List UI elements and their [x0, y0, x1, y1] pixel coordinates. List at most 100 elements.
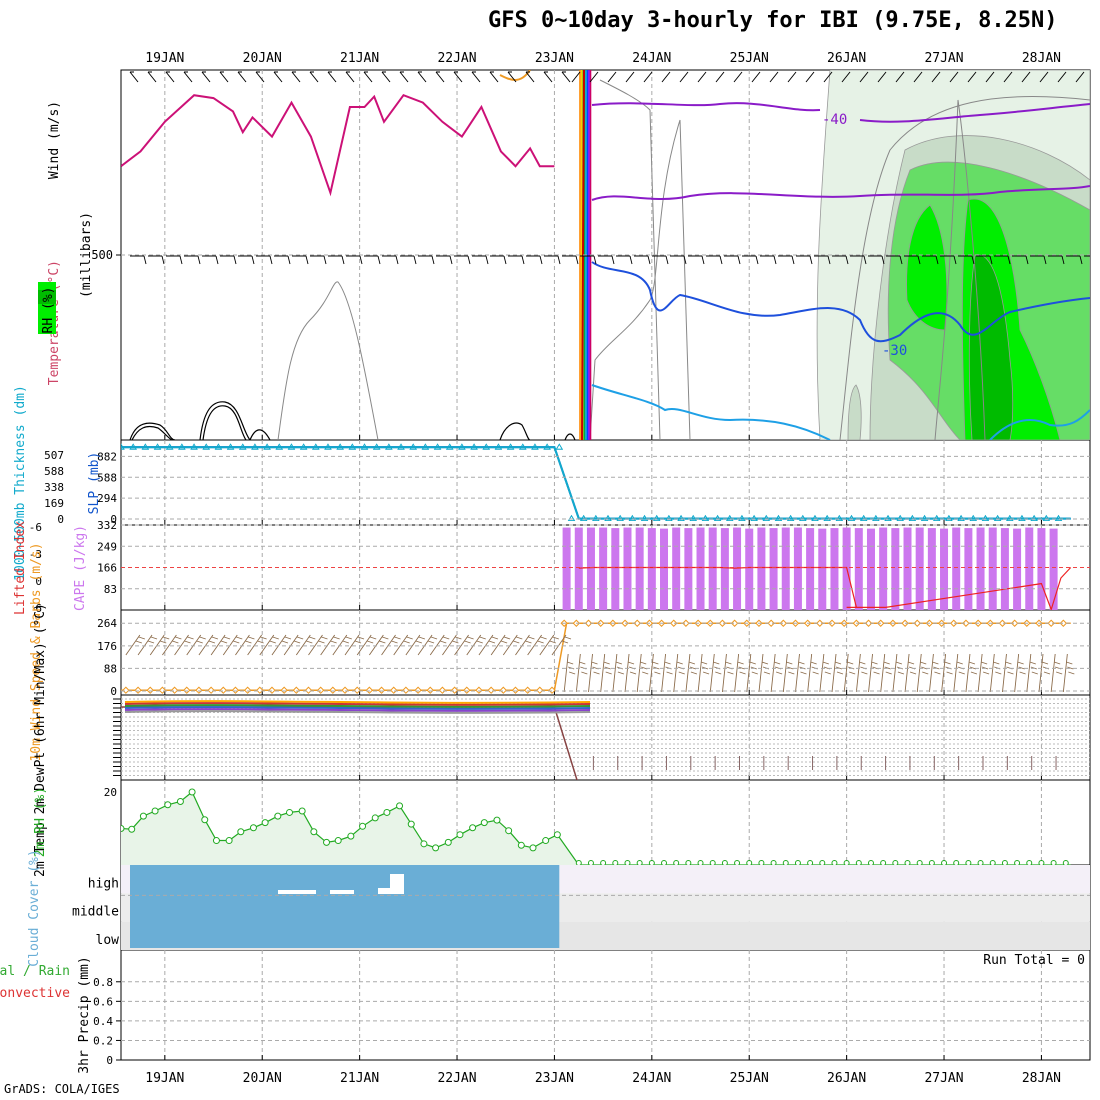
date-label-top: 28JAN [1022, 51, 1061, 66]
wind-speed-marker [256, 686, 264, 694]
cape-bar [611, 528, 620, 610]
y-tick-label: 88 [104, 662, 117, 675]
slp-marker [920, 514, 929, 522]
wind-speed-marker [231, 686, 240, 694]
slp-marker [945, 514, 953, 522]
wind-barb [941, 653, 953, 693]
slp-marker [531, 443, 539, 450]
wind-barb [417, 71, 427, 83]
slp-marker [652, 514, 661, 522]
axis-label-temp: 2m Temp 2m DewPt (6hr Min/Max) (°C) [33, 603, 48, 877]
rh2m-marker [310, 828, 318, 836]
slp-marker [555, 443, 564, 450]
wind-barb [612, 653, 625, 693]
wind-barb [271, 634, 292, 656]
wind-barb [274, 255, 291, 265]
wind-barb [1014, 653, 1026, 693]
slp-marker [993, 514, 1002, 522]
slp-marker [129, 443, 137, 450]
axis-label-wind: 10m Wind Speed & Barbs (m/s) [29, 542, 44, 761]
cloud-level-label: high [88, 876, 119, 891]
cloud-contour [199, 401, 251, 440]
wind-barb [400, 255, 417, 265]
slp-layer [121, 443, 1071, 522]
rh2m-marker [1014, 860, 1021, 865]
cape-bar [1000, 528, 1009, 610]
date-label-bottom: 27JAN [924, 1071, 963, 1086]
cape-bar [599, 527, 608, 610]
wind-barb [235, 634, 255, 656]
thickness-line [121, 446, 1071, 520]
slp-marker [543, 443, 551, 450]
rh-region [968, 254, 1014, 440]
slp-marker [884, 514, 892, 522]
wind-speed-marker [536, 686, 544, 694]
cape-bar [879, 527, 888, 610]
wind-barb [989, 653, 1002, 693]
cape-bar [574, 527, 583, 610]
wind-speed-marker [170, 686, 179, 694]
slp-marker [494, 443, 503, 450]
wind-barb [562, 255, 579, 265]
cloud-gap [278, 890, 316, 894]
wind-barb [435, 71, 445, 83]
slp-marker [519, 443, 527, 450]
rh2m-marker [575, 860, 582, 865]
slp-marker [811, 514, 819, 522]
cape-bar [769, 528, 778, 610]
wind-barb [931, 71, 941, 83]
slp-marker [665, 514, 673, 522]
slp-marker [981, 514, 990, 522]
wind-barb [616, 255, 633, 265]
wind-barb [418, 255, 435, 265]
run-total-label: Run Total = 0 [983, 953, 1085, 968]
cloud-contour [202, 405, 247, 440]
rh2m-marker [928, 860, 935, 865]
slp-marker [750, 514, 758, 522]
wind-barb [843, 653, 856, 693]
slp-marker [908, 514, 917, 522]
slp-marker [628, 514, 637, 522]
rh2m-area [121, 792, 1071, 865]
wind-barb [598, 255, 615, 265]
rh2m-marker [880, 860, 887, 865]
wind-barb [259, 634, 279, 656]
rh2m-marker [225, 837, 233, 845]
wind-barb [661, 71, 671, 83]
wind-barb [478, 634, 499, 656]
y-tick-label-cape: 332 [97, 519, 117, 532]
wind-barb [332, 634, 352, 656]
rh2m-marker [916, 860, 923, 865]
date-label-top: 22JAN [437, 51, 476, 66]
wind-barb [778, 255, 795, 265]
cape-bar [1037, 528, 1046, 610]
wind-speed-marker [450, 686, 459, 694]
wind-speed-marker [243, 686, 252, 694]
wind-barb [527, 634, 547, 656]
wind-barb [539, 634, 559, 656]
rh-contour [599, 79, 661, 440]
cloud-contour [129, 422, 176, 440]
y-tick-label-thickness: 507 [44, 449, 64, 462]
rh2m-marker [855, 860, 862, 865]
wind-barb [850, 255, 867, 265]
rh2m-marker [188, 788, 196, 796]
wind-barb [648, 653, 661, 693]
cape-bar [635, 527, 644, 610]
wind-barb [721, 653, 734, 693]
wind-barb [283, 634, 304, 656]
temperature-isoline [591, 102, 1090, 123]
wind-barb [129, 71, 139, 83]
wind-barb [734, 653, 746, 693]
wind-barb [148, 255, 165, 265]
wind-barb [544, 255, 561, 265]
slp-marker [397, 443, 405, 450]
wind-speed-marker [134, 686, 142, 694]
precip-frame [120, 949, 1091, 1061]
wind-speed-marker [475, 686, 483, 694]
wind-barb [652, 255, 669, 265]
slp-marker [689, 514, 697, 522]
slp-marker [1042, 514, 1051, 522]
slp-marker [859, 514, 868, 522]
temperature-isoline [591, 384, 1090, 440]
